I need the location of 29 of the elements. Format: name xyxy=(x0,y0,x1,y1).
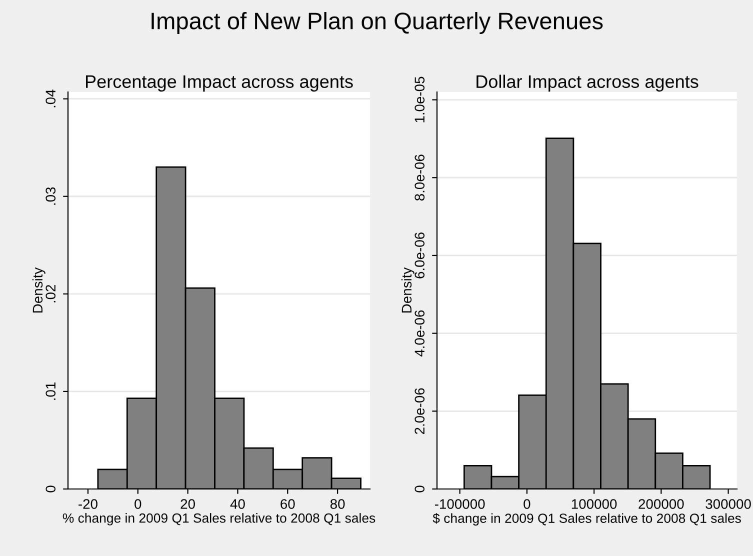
x-tick-label: 200000 xyxy=(638,499,684,509)
x-axis-title: % change in 2009 Q1 Sales relative to 2008 Q1 sales xyxy=(62,513,376,526)
y-axis-title: Density xyxy=(32,267,46,313)
y-tick-label: .01 xyxy=(46,382,56,400)
x-tick-label: 300000 xyxy=(706,499,751,509)
chart-title: Impact of New Plan on Quarterly Revenues xyxy=(152,12,603,34)
x-axis-title: $ change in 2009 Q1 Sales relative to 2008 Q1 sales xyxy=(432,513,741,526)
y-tick-label: 8.0e-06 xyxy=(414,154,425,201)
x-tick-label: 60 xyxy=(280,499,295,509)
y-tick-label: .04 xyxy=(46,90,56,108)
x-tick-label: 100000 xyxy=(572,499,617,509)
y-tick-label: 1.0e-05 xyxy=(414,76,425,122)
y-tick-label: 2.0e-06 xyxy=(414,388,425,434)
x-tick-label: -20 xyxy=(78,499,98,509)
x-tick-label: 80 xyxy=(330,499,345,509)
y-tick-label: .03 xyxy=(46,187,56,205)
y-tick-label: .02 xyxy=(46,284,56,302)
x-tick-label: 40 xyxy=(230,499,245,509)
y-tick-label: 6.0e-06 xyxy=(414,232,425,278)
x-tick-label: 20 xyxy=(180,499,195,509)
y-tick-label: 0 xyxy=(414,486,425,492)
y-tick-label: 4.0e-06 xyxy=(414,310,425,357)
chart-title: Dollar Impact across agents xyxy=(476,74,698,92)
chart-subtitle: Percentage Impact across agents xyxy=(86,75,353,92)
y-axis-title: Density xyxy=(401,267,414,313)
x-tick-label: 0 xyxy=(524,499,530,509)
y-tick-label: 0 xyxy=(46,486,56,492)
x-tick-label: 0 xyxy=(134,499,142,509)
x-tick-label: -100000 xyxy=(434,499,485,509)
